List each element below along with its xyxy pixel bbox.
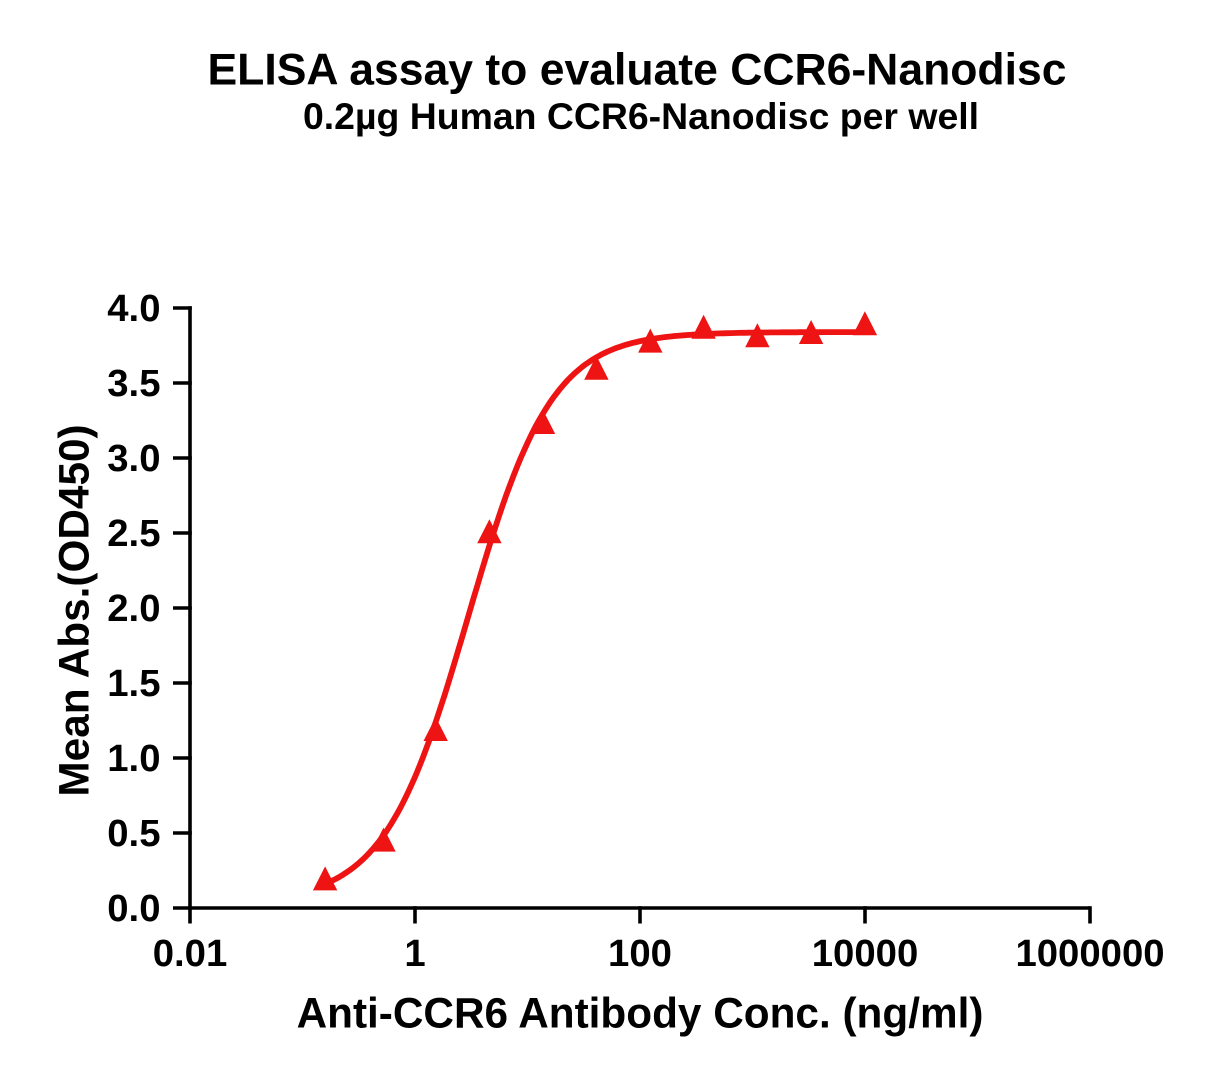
svg-text:0.5: 0.5	[107, 812, 160, 855]
svg-text:3.0: 3.0	[107, 437, 160, 480]
svg-text:2.0: 2.0	[107, 587, 160, 630]
svg-text:0.01: 0.01	[153, 932, 228, 975]
svg-text:1000000: 1000000	[1015, 932, 1164, 975]
svg-text:0.2µg Human CCR6-Nanodisc per: 0.2µg Human CCR6-Nanodisc per well	[303, 95, 979, 137]
svg-text:10000: 10000	[812, 932, 919, 975]
svg-text:1.0: 1.0	[107, 737, 160, 780]
svg-text:2.5: 2.5	[107, 512, 160, 555]
svg-text:3.5: 3.5	[107, 362, 160, 405]
svg-text:ELISA assay to evaluate CCR6-N: ELISA assay to evaluate CCR6-Nanodisc	[208, 46, 1067, 95]
svg-text:100: 100	[608, 932, 672, 975]
svg-text:Mean Abs.(OD450): Mean Abs.(OD450)	[50, 424, 97, 796]
svg-text:0.0: 0.0	[107, 887, 160, 930]
svg-text:1.5: 1.5	[107, 662, 160, 705]
svg-text:Anti-CCR6 Antibody Conc. (ng/m: Anti-CCR6 Antibody Conc. (ng/ml)	[297, 990, 984, 1037]
svg-text:4.0: 4.0	[107, 287, 160, 330]
svg-text:1: 1	[404, 932, 425, 975]
